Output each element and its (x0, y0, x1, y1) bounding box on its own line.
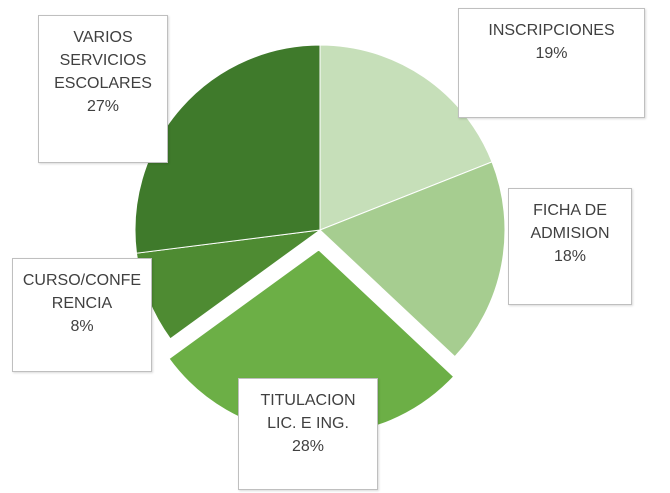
data-label: FICHA DE ADMISION 18% (508, 188, 632, 305)
pie-slice (319, 44, 493, 231)
category-label: CURSO/CONFERENCIA (22, 272, 142, 312)
category-label: VARIOS SERVICIOS ESCOLARES (54, 29, 152, 92)
category-label: TITULACION LIC. E ING. (260, 392, 356, 432)
data-label: TITULACION LIC. E ING. 28% (238, 378, 378, 490)
pie-slice (319, 161, 506, 358)
category-label: FICHA DE ADMISION (530, 202, 610, 242)
category-label: INSCRIPCIONES (488, 22, 615, 39)
data-label: CURSO/CONFERENCIA 8% (12, 258, 152, 372)
data-label: VARIOS SERVICIOS ESCOLARES 27% (38, 15, 168, 163)
value-label: 18% (553, 248, 587, 265)
value-label: 28% (291, 438, 325, 455)
value-label: 8% (70, 318, 94, 335)
value-label: 19% (535, 45, 568, 62)
pie-slice (134, 44, 321, 254)
data-label: INSCRIPCIONES 19% (458, 8, 645, 118)
value-label: 27% (86, 98, 120, 115)
